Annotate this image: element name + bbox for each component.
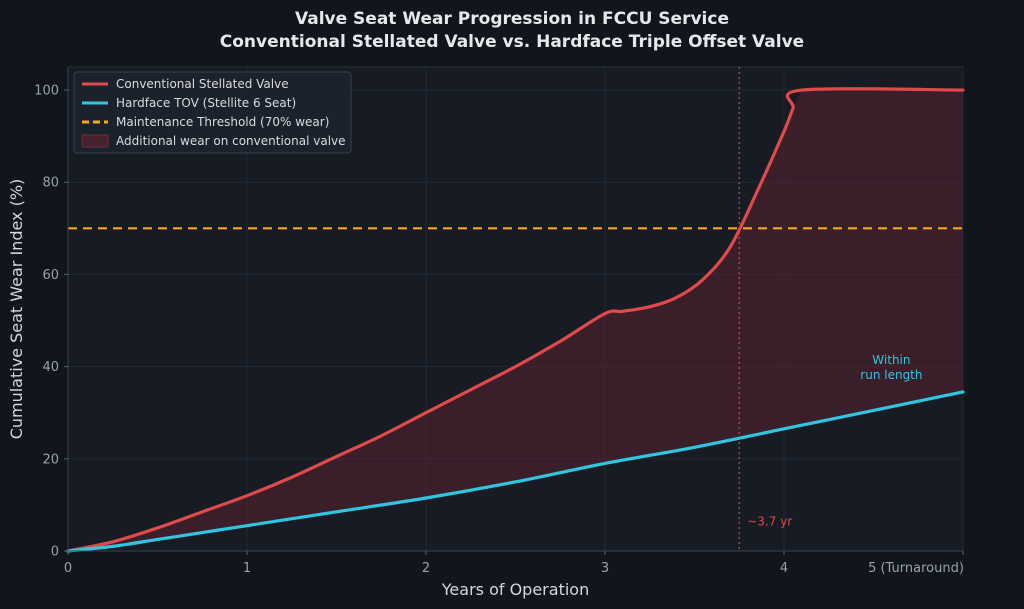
series-layer (66, 87, 965, 553)
fill-layer (68, 90, 963, 552)
legend-label-0: Conventional Stellated Valve (116, 77, 289, 91)
crossover-marker-label: ~3.7 yr (747, 515, 792, 529)
series-line-conventional (66, 87, 965, 553)
y-tick-label: 80 (42, 176, 59, 191)
fill-between-area (68, 90, 963, 552)
legend-label-3: Additional wear on conventional valve (116, 134, 346, 148)
y-axis-label: Cumulative Seat Wear Index (%) (7, 179, 26, 440)
y-tick-label: 0 (51, 545, 59, 560)
axes (67, 67, 963, 552)
annotation-line-1: Within (872, 353, 910, 367)
x-tick-label: 2 (422, 561, 430, 576)
x-tick-label: 1 (243, 561, 251, 576)
y-tick-label: 20 (42, 452, 59, 467)
x-tick-label: 0 (64, 561, 72, 576)
annotation-line-2: run length (860, 368, 922, 382)
vline-layer: ~3.7 yr (738, 67, 792, 551)
series-line-hardface (66, 390, 965, 553)
chart-title-group: Valve Seat Wear Progression in FCCU Serv… (220, 9, 804, 52)
legend-swatch-3 (81, 134, 109, 148)
tick-labels: 0 1 2 3 4 5 (Turnaround) 0 20 40 60 80 100 (34, 84, 964, 576)
legend-label-1: Hardface TOV (Stellite 6 Seat) (116, 96, 296, 110)
legend-label-2: Maintenance Threshold (70% wear) (116, 115, 329, 129)
chart-subtitle: Conventional Stellated Valve vs. Hardfac… (220, 32, 804, 52)
legend-box (73, 71, 352, 154)
x-tick-label: 5 (Turnaround) (868, 561, 964, 576)
chart-title: Valve Seat Wear Progression in FCCU Serv… (295, 9, 729, 29)
legend: Conventional Stellated Valve Hardface TOV… (73, 71, 352, 154)
y-tick-label: 100 (34, 84, 59, 99)
x-tick-label: 4 (780, 561, 788, 576)
y-tick-label: 60 (42, 268, 59, 283)
x-axis-label: Years of Operation (441, 580, 589, 599)
y-tick-label: 40 (42, 360, 59, 375)
x-tick-label: 3 (601, 561, 609, 576)
